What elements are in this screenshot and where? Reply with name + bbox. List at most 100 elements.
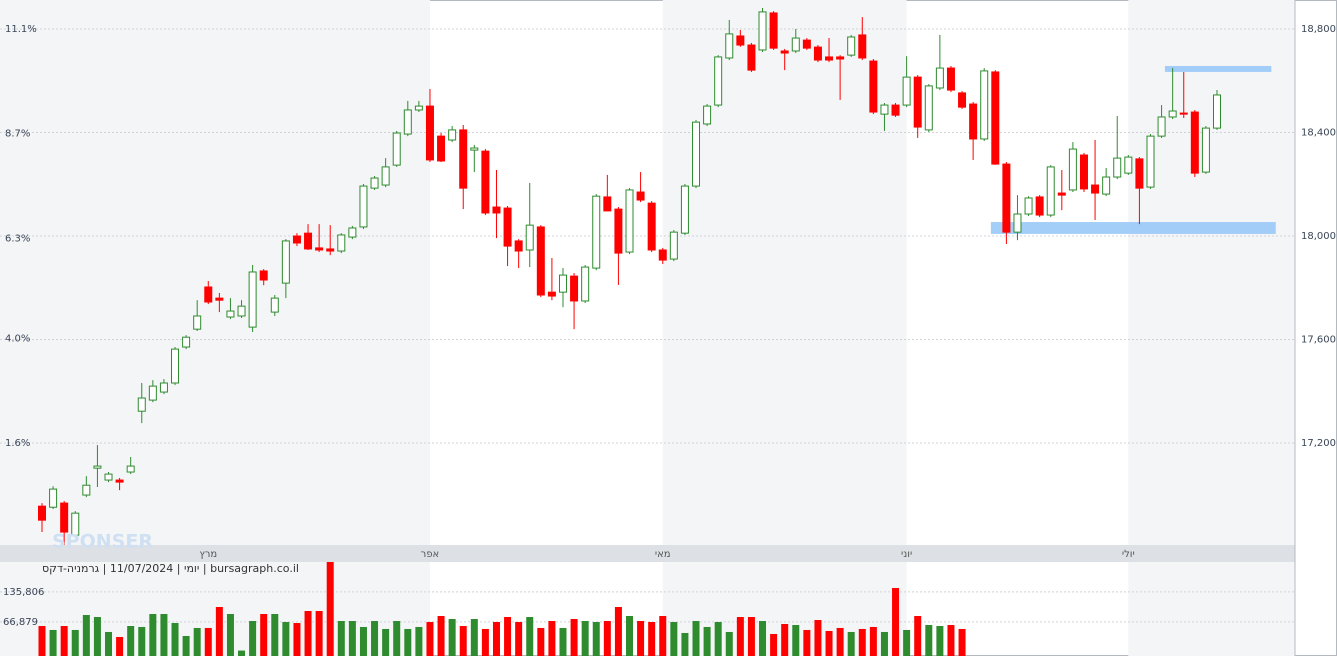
volume-bar xyxy=(359,626,367,656)
candle-body xyxy=(924,85,933,131)
volume-bar xyxy=(770,633,778,656)
volume-bar xyxy=(947,625,955,656)
volume-bar xyxy=(315,611,323,656)
volume-bar xyxy=(880,631,888,656)
x-tick-label: מרץ xyxy=(199,549,217,560)
volume-bar xyxy=(703,626,711,656)
y2-tick-label: 4.0% xyxy=(5,334,30,345)
candle-body xyxy=(525,224,534,251)
volume-bar xyxy=(637,621,645,656)
candle-body xyxy=(392,132,401,166)
candle-body xyxy=(714,56,723,106)
volume-bar xyxy=(226,614,234,656)
candle-body xyxy=(193,315,202,330)
candle-body xyxy=(1068,148,1077,191)
volume-bar xyxy=(515,622,523,656)
volume-bar xyxy=(847,631,855,656)
candle-body xyxy=(1024,197,1033,215)
candle-body xyxy=(281,240,290,284)
candle-body xyxy=(902,76,911,106)
candle-body xyxy=(625,189,634,253)
candle-body xyxy=(71,512,80,536)
candle-body xyxy=(636,191,645,201)
volume-bar xyxy=(592,622,600,656)
candle-body xyxy=(414,105,423,111)
volume-bar xyxy=(138,626,146,656)
volume-bar xyxy=(415,626,423,656)
volume-bar xyxy=(459,626,467,656)
volume-bar xyxy=(116,636,124,656)
volume-bar xyxy=(127,626,135,656)
price-zone xyxy=(1164,65,1272,72)
candle-body xyxy=(1057,192,1066,196)
chart-header: יומי | 11/07/2024 | גרמניה-דקס | bursagr… xyxy=(42,562,299,575)
candle-body xyxy=(1146,135,1155,188)
volume-bar xyxy=(149,614,157,656)
candle-body xyxy=(248,271,257,328)
candle-body xyxy=(492,206,501,214)
candle-body xyxy=(292,235,301,244)
candle-body xyxy=(647,202,656,251)
candle-body xyxy=(437,135,446,162)
candle-body xyxy=(581,266,590,302)
volume-bar xyxy=(326,562,334,656)
volume-bar xyxy=(958,628,966,656)
candle-body xyxy=(304,232,313,250)
candle-body xyxy=(669,231,678,260)
x-tick-label: מאי xyxy=(655,549,671,560)
candle-body xyxy=(381,166,390,186)
volume-bar xyxy=(803,629,811,656)
candle-body xyxy=(603,196,612,212)
candle-body xyxy=(913,76,922,128)
volume-bar xyxy=(260,614,268,656)
candle-body xyxy=(1179,112,1188,115)
candle-body xyxy=(736,35,745,46)
month-band xyxy=(662,0,907,545)
volume-bar xyxy=(836,627,844,656)
volume-bar xyxy=(404,628,412,656)
volume-bar xyxy=(781,624,789,656)
candle-body xyxy=(825,56,834,61)
volume-bar xyxy=(537,627,545,656)
volume-bar xyxy=(892,587,900,656)
volume-bar xyxy=(182,635,190,656)
volume-bar xyxy=(825,630,833,656)
watermark: SPONSER xyxy=(52,531,153,553)
candle-body xyxy=(137,397,146,412)
volume-bar xyxy=(71,629,79,656)
month-bar xyxy=(0,545,1295,562)
month-band xyxy=(1128,0,1295,545)
volume-bar xyxy=(193,627,201,656)
volume-bar xyxy=(437,616,445,656)
candle-body xyxy=(182,336,191,348)
volume-bar xyxy=(293,623,301,656)
candle-body xyxy=(547,291,556,297)
candle-body xyxy=(1079,154,1088,190)
volume-bar xyxy=(470,619,478,656)
volume-bar xyxy=(238,650,246,656)
volume-bar xyxy=(382,628,390,656)
candle-body xyxy=(38,505,46,521)
volume-bar xyxy=(492,622,500,656)
price-zone xyxy=(990,222,1276,234)
candle-body xyxy=(1035,196,1044,216)
volume-bar xyxy=(714,622,722,656)
volume-bar xyxy=(681,632,689,656)
y-tick-label: 18,800 xyxy=(1301,24,1336,35)
candle-body xyxy=(104,473,113,481)
volume-bar xyxy=(603,621,611,656)
volume-bar xyxy=(626,616,633,656)
candle-body xyxy=(969,103,978,140)
candle-body xyxy=(570,275,579,302)
candle-body xyxy=(93,465,102,469)
volume-bar xyxy=(725,631,733,656)
y-tick-label: 18,400 xyxy=(1301,127,1336,138)
volume-bar xyxy=(670,622,678,656)
volume-bar xyxy=(171,623,179,656)
candle-body xyxy=(159,382,168,393)
candle-body xyxy=(558,274,567,293)
y-tick-label: 17,600 xyxy=(1301,335,1336,346)
candle-body xyxy=(514,240,523,252)
candle-body xyxy=(171,348,180,384)
candle-body xyxy=(315,247,324,251)
